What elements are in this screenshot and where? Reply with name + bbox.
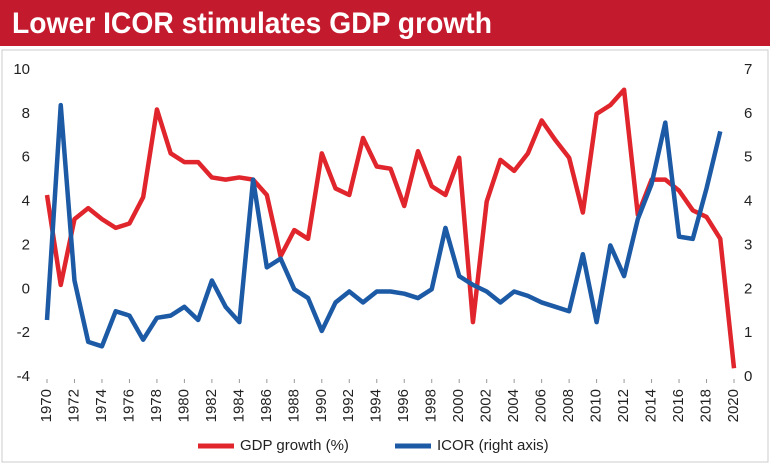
x-tick-label: 1994 <box>368 389 385 422</box>
y2-tick-label: 5 <box>744 149 752 166</box>
y2-tick-label: 0 <box>744 368 752 385</box>
x-tick-label: 1978 <box>148 389 165 422</box>
x-tick-label: 1988 <box>285 389 302 422</box>
y2-tick-label: 6 <box>744 105 752 122</box>
x-tick-label: 2016 <box>670 389 687 422</box>
x-tick-label: 2014 <box>643 389 660 422</box>
y2-tick-label: 1 <box>744 324 752 341</box>
y-tick-label: 2 <box>22 236 30 253</box>
y-tick-label: 0 <box>22 280 30 297</box>
y-tick-label: 6 <box>22 149 30 166</box>
y2-tick-label: 7 <box>744 61 752 78</box>
y-tick-label: 4 <box>22 193 30 210</box>
x-tick-label: 1984 <box>230 389 247 422</box>
x-tick-label: 2008 <box>560 389 577 422</box>
y-tick-label: 10 <box>13 61 30 78</box>
y-tick-label: 8 <box>22 105 30 122</box>
y-tick-label: -2 <box>17 324 30 341</box>
y-tick-label: -4 <box>17 368 30 385</box>
x-tick-label: 1980 <box>175 389 192 422</box>
chart-frame <box>1 49 769 463</box>
series-line <box>44 102 723 349</box>
x-tick-label: 2000 <box>450 389 467 422</box>
x-tick-label: 2018 <box>697 389 714 422</box>
x-tick-label: 2006 <box>533 389 550 422</box>
x-tick-label: 1974 <box>93 389 110 422</box>
x-tick-label: 2020 <box>725 389 742 422</box>
series-line <box>44 87 737 369</box>
x-tick-label: 1970 <box>38 389 55 422</box>
x-tick-label: 1976 <box>120 389 137 422</box>
x-tick-label: 2004 <box>505 389 522 422</box>
x-tick-label: 2012 <box>615 389 632 422</box>
x-tick-label: 1982 <box>203 389 220 422</box>
legend-label: GDP growth (%) <box>240 437 349 454</box>
x-tick-label: 2002 <box>478 389 495 422</box>
y2-tick-label: 2 <box>744 280 752 297</box>
legend-label: ICOR (right axis) <box>437 437 549 454</box>
x-tick-label: 2010 <box>588 389 605 422</box>
x-tick-label: 1992 <box>340 389 357 422</box>
x-tick-label: 1996 <box>395 389 412 422</box>
y2-tick-label: 3 <box>744 236 752 253</box>
x-tick-label: 1972 <box>65 389 82 422</box>
x-tick-label: 1998 <box>423 389 440 422</box>
title-bar <box>0 0 770 46</box>
chart-title: Lower ICOR stimulates GDP growth <box>12 7 492 40</box>
y2-tick-label: 4 <box>744 193 752 210</box>
x-tick-label: 1986 <box>258 389 275 422</box>
x-tick-label: 1990 <box>313 389 330 422</box>
